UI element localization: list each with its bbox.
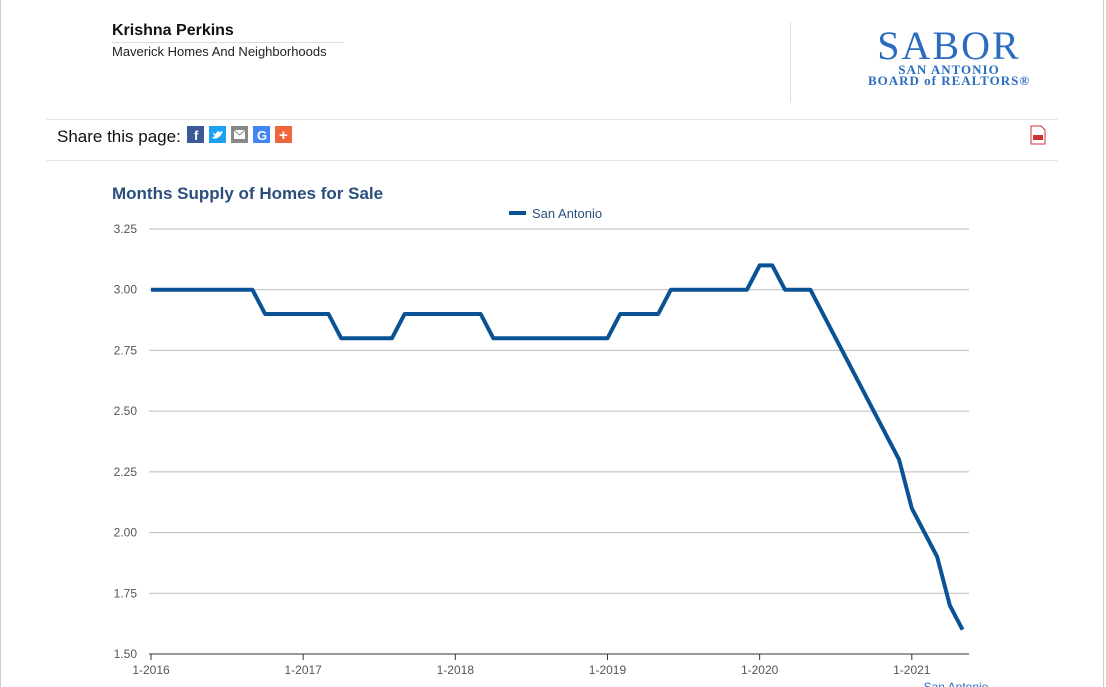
y-tick-label: 1.75: [114, 586, 138, 600]
pdf-icon[interactable]: [1028, 125, 1048, 145]
x-tick-label: 1-2019: [589, 663, 627, 677]
share-bar: Share this page: f G +: [46, 119, 1058, 161]
legend-label: San Antonio: [532, 206, 602, 221]
share-icons: f G +: [187, 126, 292, 144]
axis-series-label: San Antonio: [924, 680, 989, 687]
share-label: Share this page:: [57, 127, 181, 146]
x-tick-label: 1-2020: [741, 663, 779, 677]
logo-name: SABOR: [877, 23, 1021, 68]
more-icon[interactable]: [275, 126, 292, 143]
logo-line: BOARD of REALTORS®: [867, 73, 1031, 88]
y-tick-label: 3.25: [114, 222, 138, 236]
logo: SABOR SAN ANTONIO BOARD of REALTORS®: [831, 23, 1067, 88]
data-line: [151, 263, 965, 631]
divider: [790, 22, 791, 102]
logo-line: SAN ANTONIO: [898, 62, 1000, 77]
facebook-icon[interactable]: [187, 126, 204, 143]
y-tick-label: 1.50: [114, 647, 138, 661]
y-tick-label: 2.75: [114, 343, 138, 357]
svg-text:G: G: [257, 128, 267, 143]
x-tick-label: 1-2018: [437, 663, 475, 677]
agent-name: Krishna Perkins: [112, 22, 234, 39]
google-icon[interactable]: [253, 126, 270, 143]
y-tick-label: 2.00: [114, 526, 138, 540]
y-tick-label: 2.50: [114, 404, 138, 418]
chart-title: Months Supply of Homes for Sale: [112, 184, 383, 203]
x-tick-label: 1-2017: [284, 663, 322, 677]
company-name: Maverick Homes And Neighborhoods: [112, 42, 344, 59]
svg-text:f: f: [194, 128, 199, 143]
svg-text:+: +: [279, 127, 288, 144]
y-tick-label: 2.25: [114, 465, 138, 479]
x-tick-label: 1-2016: [132, 663, 170, 677]
y-tick-label: 3.00: [114, 283, 138, 297]
x-tick-label: 1-2021: [893, 663, 931, 677]
